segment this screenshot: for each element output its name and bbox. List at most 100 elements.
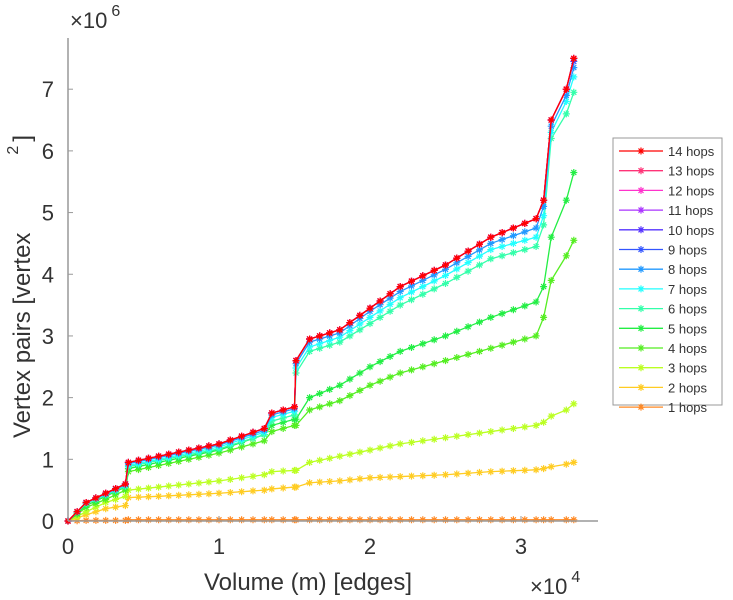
y-multiplier-base: ×10: [70, 8, 107, 33]
data-point-marker: [346, 332, 354, 340]
data-point-marker: [442, 471, 449, 479]
series-line: [67, 58, 575, 522]
data-point-marker: [509, 338, 517, 346]
data-point-marker: [279, 484, 287, 492]
data-point-marker: [386, 294, 394, 302]
data-point-marker: [476, 347, 483, 355]
data-point-marker: [532, 215, 540, 223]
data-point-marker: [540, 465, 548, 473]
data-point-marker: [570, 516, 578, 524]
x-multiplier: ×10 4: [530, 569, 580, 599]
data-point-marker: [326, 454, 334, 462]
data-point-marker: [509, 306, 517, 314]
data-point-marker: [562, 196, 570, 204]
data-point-marker: [376, 313, 384, 321]
data-point-marker: [487, 313, 495, 321]
legend-label: 5 hops: [668, 321, 708, 336]
data-point-marker: [260, 437, 268, 445]
data-point-marker: [112, 503, 120, 511]
data-point-marker: [249, 440, 257, 448]
legend-label: 3 hops: [668, 361, 708, 376]
data-point-marker: [155, 492, 163, 500]
data-point-marker: [356, 475, 364, 483]
data-point-marker: [532, 243, 540, 250]
data-point-marker: [532, 421, 540, 429]
data-point-marker: [442, 516, 449, 524]
series-line: [67, 58, 575, 522]
data-point-marker: [336, 338, 344, 346]
data-point-marker: [476, 240, 483, 248]
data-point-marker: [509, 239, 517, 247]
series-2-hops: [64, 458, 578, 525]
plot-area: [64, 54, 578, 525]
data-point-marker: [92, 503, 100, 511]
data-point-marker: [442, 265, 449, 273]
data-point-marker: [326, 337, 334, 344]
y-axis-label-sup: 2: [5, 146, 22, 155]
data-point-marker: [419, 290, 427, 298]
data-point-marker: [430, 336, 438, 344]
data-point-marker: [336, 333, 344, 341]
data-point-marker: [356, 448, 364, 456]
data-point-marker: [268, 516, 276, 524]
x-tick-label: 0: [62, 534, 74, 559]
data-point-marker: [346, 319, 354, 327]
legend-marker-icon: [637, 285, 645, 293]
data-point-marker: [442, 332, 449, 340]
data-point-marker: [102, 489, 110, 497]
data-point-marker: [509, 467, 517, 475]
data-point-marker: [540, 221, 548, 229]
data-point-marker: [366, 381, 374, 389]
data-point-marker: [498, 516, 506, 524]
data-point-marker: [442, 272, 449, 279]
series-line: [67, 403, 575, 522]
legend-label: 11 hops: [668, 203, 714, 218]
data-point-marker: [487, 344, 495, 352]
data-point-marker: [249, 472, 257, 480]
data-point-marker: [464, 350, 472, 358]
data-point-marker: [205, 516, 213, 524]
data-point-marker: [453, 327, 461, 335]
data-point-marker: [547, 116, 555, 124]
data-point-marker: [316, 478, 324, 486]
data-point-marker: [238, 516, 246, 524]
data-point-marker: [430, 516, 438, 524]
data-point-marker: [316, 344, 324, 352]
y-tick-label: 3: [42, 324, 54, 349]
series-8-hops: [64, 64, 578, 525]
data-point-marker: [238, 443, 246, 451]
data-point-marker: [532, 298, 540, 306]
data-point-marker: [498, 252, 506, 260]
data-point-marker: [476, 318, 483, 326]
data-point-marker: [268, 468, 276, 476]
data-point-marker: [316, 403, 324, 411]
data-point-marker: [408, 344, 415, 351]
legend-label: 14 hops: [668, 144, 715, 159]
data-point-marker: [195, 490, 203, 498]
data-point-marker: [464, 252, 472, 260]
data-point-marker: [540, 212, 548, 220]
data-point-marker: [205, 490, 213, 498]
data-point-marker: [346, 476, 354, 484]
data-point-marker: [249, 428, 257, 436]
x-tick-label: 1: [213, 534, 225, 559]
data-point-marker: [102, 505, 110, 513]
series-line: [67, 61, 575, 522]
y-ticks: 0 1 2 3 4 5 6 7: [42, 77, 73, 534]
data-point-marker: [260, 486, 268, 494]
y-tick-label: 6: [42, 139, 54, 164]
data-point-marker: [408, 472, 415, 480]
legend-item: 10 hops: [619, 223, 715, 238]
legend-item: 7 hops: [619, 282, 708, 297]
data-point-marker: [306, 394, 314, 402]
data-point-marker: [547, 516, 555, 524]
data-point-marker: [442, 434, 449, 442]
data-point-marker: [82, 508, 90, 516]
data-point-marker: [226, 516, 234, 524]
data-point-marker: [268, 417, 276, 425]
legend-label: 9 hops: [668, 243, 708, 258]
data-point-marker: [562, 252, 570, 260]
legend-label: 10 hops: [668, 223, 715, 238]
data-point-marker: [226, 436, 234, 444]
data-point-marker: [547, 412, 555, 420]
